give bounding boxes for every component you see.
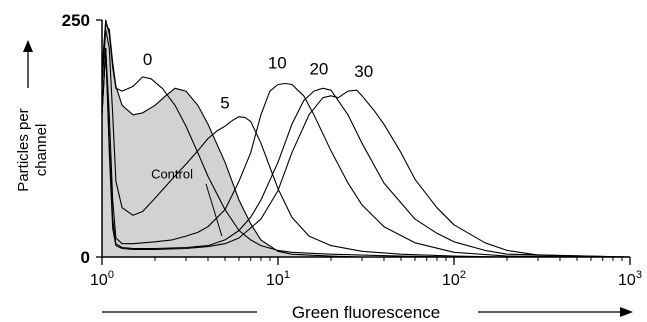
y-axis-label-line-2: channel — [33, 124, 50, 177]
series-line-10 — [101, 47, 631, 258]
series-label-20: 20 — [309, 59, 328, 78]
x-tick-label-100: 102 — [442, 269, 466, 289]
x-tick-layer: 100 101 102 103 — [90, 257, 642, 289]
series-fill-control — [102, 24, 454, 258]
series-fill-layer — [102, 24, 454, 258]
series-label-0: 0 — [143, 50, 152, 69]
series-line-layer — [101, 19, 631, 258]
series-line-30 — [101, 47, 631, 258]
x-axis-arrow-head — [620, 307, 633, 317]
x-tick-label-10: 101 — [266, 269, 290, 289]
x-tick-label-1: 100 — [90, 269, 114, 289]
x-axis-label: Green fluorescence — [292, 303, 440, 322]
y-tick-label-0: 0 — [81, 248, 90, 267]
series-line-5 — [101, 28, 630, 258]
y-tick-label-250: 250 — [62, 11, 90, 30]
series-label-control: Control — [151, 166, 193, 181]
series-line-0 — [101, 19, 630, 258]
series-label-10: 10 — [268, 54, 287, 73]
x-tick-label-1000: 103 — [618, 269, 642, 289]
y-axis-label: Particles per channel — [15, 108, 50, 191]
y-axis-arrow-head — [23, 40, 33, 52]
y-tick-layer: 0 250 — [62, 11, 102, 267]
series-label-layer: Control 0 5 10 20 30 — [143, 50, 373, 237]
series-label-5: 5 — [220, 94, 229, 113]
series-label-30: 30 — [354, 62, 373, 81]
y-axis-label-line-1: Particles per — [15, 108, 32, 191]
series-line-20 — [101, 47, 631, 258]
control-leader-line — [205, 183, 223, 237]
